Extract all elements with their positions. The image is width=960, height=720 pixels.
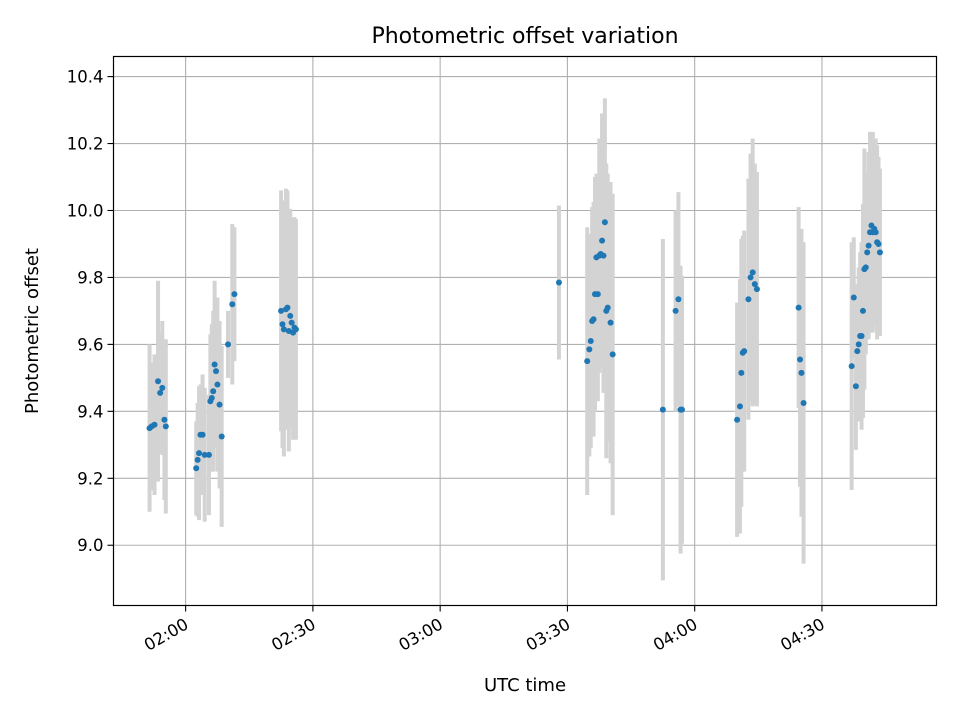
data-point: [599, 237, 606, 244]
data-point: [161, 416, 168, 423]
data-point: [858, 333, 865, 340]
data-point: [155, 378, 162, 385]
error-bars: [147, 98, 882, 581]
data-point: [225, 341, 232, 348]
data-point: [798, 369, 805, 376]
data-point: [675, 296, 682, 303]
data-point: [196, 450, 203, 457]
data-point: [865, 242, 872, 249]
plot-frame: [112, 55, 938, 607]
x-tick-label: 03:30: [523, 615, 574, 655]
data-point: [753, 286, 760, 293]
data-point: [288, 319, 295, 326]
data-point: [872, 229, 879, 236]
y-tick-label: 10.2: [67, 135, 104, 154]
y-tick-label: 10.0: [67, 201, 104, 220]
y-tick-label: 9.8: [77, 268, 103, 287]
data-point: [864, 249, 871, 256]
data-point: [229, 301, 236, 308]
y-axis-label: Photometric offset: [22, 248, 43, 414]
data-point: [284, 304, 291, 311]
data-point: [162, 423, 169, 430]
data-point: [151, 421, 158, 428]
data-point: [278, 307, 285, 314]
data-point: [287, 312, 294, 319]
data-point: [587, 338, 594, 345]
data-point: [659, 406, 666, 413]
data-point: [201, 451, 208, 458]
data-point: [678, 406, 685, 413]
data-point: [747, 274, 754, 281]
x-tick-label: 04:00: [650, 615, 701, 655]
data-point: [157, 389, 164, 396]
data-point: [738, 369, 745, 376]
data-point: [199, 431, 206, 438]
data-point: [609, 351, 616, 358]
data-point: [213, 368, 220, 375]
data-point: [850, 294, 857, 301]
y-tick-label: 10.4: [67, 68, 104, 87]
data-point: [749, 269, 756, 276]
data-point: [208, 394, 215, 401]
chart-title: Photometric offset variation: [371, 24, 678, 49]
data-point: [876, 249, 883, 256]
data-point: [734, 416, 741, 423]
data-point: [741, 348, 748, 355]
data-point: [292, 326, 299, 333]
data-point: [859, 307, 866, 314]
data-point: [159, 384, 166, 391]
data-point: [745, 296, 752, 303]
data-points: [146, 219, 883, 472]
data-point: [852, 383, 859, 390]
data-point: [586, 346, 593, 353]
data-point: [231, 291, 238, 298]
data-point: [736, 403, 743, 410]
x-tick-label: 04:30: [777, 615, 828, 655]
data-point: [194, 456, 201, 463]
data-point: [214, 381, 221, 388]
x-tick-label: 02:30: [268, 615, 319, 655]
data-point: [211, 361, 218, 368]
data-point: [205, 451, 212, 458]
data-point: [590, 316, 597, 323]
data-point: [607, 319, 614, 326]
data-point: [672, 307, 679, 314]
x-axis: 02:00 02:30 03:00 03:30 04:00 04:30: [141, 605, 828, 655]
data-point: [584, 358, 591, 365]
y-tick-label: 9.4: [77, 402, 103, 421]
y-tick-label: 9.0: [77, 536, 103, 555]
data-point: [795, 304, 802, 311]
y-axis: 9.0 9.2 9.4 9.6 9.8 10.0 10.2 10.4: [67, 68, 114, 555]
data-point: [594, 291, 601, 298]
data-point: [875, 240, 882, 247]
data-point: [797, 356, 804, 363]
data-point: [855, 341, 862, 348]
data-point: [800, 399, 807, 406]
data-point: [555, 279, 562, 286]
x-tick-label: 02:00: [141, 615, 192, 655]
data-point: [862, 264, 869, 271]
y-tick-label: 9.2: [77, 469, 103, 488]
data-point: [601, 219, 608, 226]
data-point: [210, 388, 217, 395]
data-point: [216, 401, 223, 408]
data-point: [193, 465, 200, 472]
data-point: [279, 321, 286, 328]
x-axis-label: UTC time: [484, 675, 566, 696]
data-point: [751, 281, 758, 288]
data-point: [848, 363, 855, 370]
data-point: [854, 348, 861, 355]
grid: [113, 56, 937, 606]
data-point: [280, 326, 287, 333]
y-tick-label: 9.6: [77, 335, 103, 354]
data-point: [604, 304, 611, 311]
x-tick-label: 03:00: [395, 615, 446, 655]
data-point: [218, 433, 225, 440]
data-point: [600, 252, 607, 259]
